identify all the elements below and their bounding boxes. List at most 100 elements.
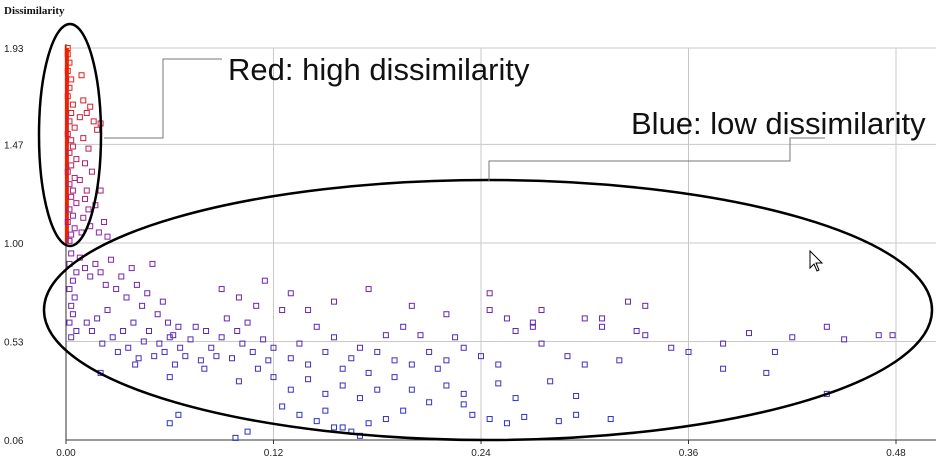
data-point (313, 323, 320, 330)
data-point (104, 307, 111, 314)
data-point (313, 418, 320, 425)
data-point (339, 365, 346, 372)
data-point (166, 374, 173, 381)
data-point (197, 357, 204, 364)
data-point (512, 327, 519, 334)
data-point (287, 290, 294, 297)
data-point (512, 395, 519, 402)
data-point (452, 334, 459, 341)
data-point (503, 420, 510, 427)
data-point (66, 319, 73, 326)
data-point (486, 290, 493, 297)
data-point (102, 281, 109, 288)
y-axis-label: Dissimilarity (4, 5, 65, 17)
data-point (253, 302, 260, 309)
data-point (426, 399, 433, 406)
data-point (763, 369, 770, 376)
data-point (69, 277, 76, 284)
data-point (85, 206, 92, 213)
data-point (889, 332, 896, 339)
x-tick-label: 0.48 (886, 448, 906, 459)
data-point (97, 187, 104, 194)
data-point (203, 327, 210, 334)
data-point (265, 357, 272, 364)
data-point (69, 187, 76, 194)
data-point (529, 323, 536, 330)
data-point (94, 315, 101, 322)
data-point (260, 336, 267, 343)
data-point (374, 386, 381, 393)
data-point (64, 130, 71, 137)
data-point (573, 392, 580, 399)
data-point (149, 260, 156, 267)
data-point (495, 361, 502, 368)
grid-layer (66, 47, 936, 440)
data-point (564, 353, 571, 360)
data-point (113, 286, 120, 293)
x-tick-label: 0.12 (264, 448, 284, 459)
data-point (94, 126, 101, 133)
data-point (140, 338, 147, 345)
data-point (356, 395, 363, 402)
data-point (120, 327, 127, 334)
data-point (166, 334, 173, 341)
data-point (633, 327, 640, 334)
data-point (365, 286, 372, 293)
data-point (382, 332, 389, 339)
data-point (417, 332, 424, 339)
data-point (118, 273, 125, 280)
data-point (356, 344, 363, 351)
data-point (322, 407, 329, 414)
data-point (71, 174, 78, 181)
data-point (109, 334, 116, 341)
data-point (83, 109, 90, 116)
data-point (66, 181, 73, 188)
data-point (408, 386, 415, 393)
data-point (82, 195, 89, 202)
data-point (151, 353, 158, 360)
data-point (478, 353, 484, 360)
data-point (244, 319, 251, 326)
data-point (573, 411, 580, 418)
data-point (469, 411, 476, 418)
data-point (76, 114, 83, 121)
data-point (80, 97, 87, 104)
data-point (101, 218, 108, 225)
data-point (538, 307, 545, 314)
data-point (249, 348, 256, 355)
data-point (66, 84, 73, 91)
data-point (331, 424, 338, 431)
data-point (229, 355, 235, 362)
data-point (95, 229, 102, 236)
data-point (68, 76, 75, 83)
data-point (279, 307, 286, 314)
data-point (64, 51, 71, 58)
data-point (408, 302, 415, 309)
data-point (165, 319, 172, 326)
data-point (581, 361, 588, 368)
data-point (123, 294, 130, 301)
data-point (64, 93, 71, 100)
data-point (624, 298, 631, 305)
data-point (443, 311, 450, 318)
data-point (69, 143, 76, 150)
data-point (69, 212, 76, 219)
data-point (426, 348, 433, 355)
data-point (270, 374, 277, 381)
data-point (391, 374, 398, 381)
data-point (460, 401, 467, 408)
data-point (71, 225, 78, 232)
data-point (154, 311, 161, 318)
data-point (156, 340, 163, 347)
data-point (171, 361, 178, 368)
data-point (66, 206, 73, 213)
red-region-ellipse (37, 22, 103, 248)
y-tick-label: 0.06 (4, 436, 24, 447)
data-point (538, 340, 545, 347)
data-point (400, 407, 407, 414)
data-point (213, 353, 220, 360)
data-point (68, 302, 75, 309)
data-point (841, 336, 848, 343)
data-point (73, 327, 80, 334)
